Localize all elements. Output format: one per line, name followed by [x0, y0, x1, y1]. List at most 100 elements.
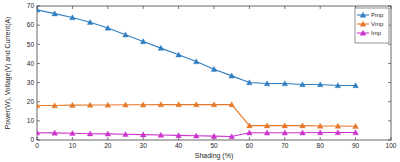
series-marker [282, 123, 288, 128]
x-tick-top [72, 6, 73, 9]
series-marker [87, 19, 93, 24]
series-marker [282, 81, 288, 86]
series-marker [229, 102, 235, 107]
series-marker [140, 132, 146, 137]
y-tick-label: 50 [27, 41, 35, 48]
plot-frame [37, 6, 391, 140]
y-tick-right [388, 120, 391, 121]
legend-label: Pmp [371, 12, 384, 18]
series-marker [70, 102, 76, 107]
series-marker [317, 123, 323, 128]
series-marker [300, 123, 306, 128]
series-marker [229, 73, 235, 78]
series-marker [317, 82, 323, 87]
x-tick-label: 40 [175, 142, 183, 149]
y-tick-label: 70 [27, 2, 35, 9]
series-marker [194, 102, 200, 107]
legend-box [355, 8, 389, 43]
series-marker [264, 81, 270, 86]
series-marker [317, 130, 323, 135]
x-tick-top [178, 6, 179, 9]
x-tick-label: 70 [281, 142, 289, 149]
x-tick [320, 137, 321, 140]
y-tick [37, 44, 40, 45]
plot-area [37, 6, 391, 140]
x-tick-top [284, 6, 285, 9]
x-tick-top [249, 6, 250, 9]
series-marker [335, 130, 341, 135]
series-marker [353, 83, 359, 88]
y-tick-right [388, 82, 391, 83]
series-marker [247, 123, 253, 128]
legend-label: Imp [371, 30, 382, 36]
x-tick-label: 50 [210, 142, 218, 149]
y-tick-label: 20 [27, 98, 35, 105]
series-marker [211, 66, 217, 71]
series-marker [37, 130, 40, 135]
x-tick [249, 137, 250, 140]
x-tick-top [320, 6, 321, 9]
series-marker [194, 133, 200, 138]
y-tick [37, 101, 40, 102]
x-tick [143, 137, 144, 140]
x-tick-label: 0 [35, 142, 39, 149]
series-marker [247, 80, 253, 85]
x-tick-label: 80 [317, 142, 325, 149]
x-tick-label: 10 [69, 142, 77, 149]
series-marker [176, 133, 182, 138]
x-tick-label: 20 [104, 142, 112, 149]
chart: 0102030405060708090100010203040506070Sha… [0, 0, 400, 162]
series-marker [264, 130, 270, 135]
series-marker [37, 7, 40, 12]
series-marker [176, 52, 182, 57]
series-marker [140, 102, 146, 107]
x-tick [107, 137, 108, 140]
series-marker [105, 25, 111, 30]
series-marker [176, 102, 182, 107]
series-marker [123, 131, 129, 136]
series-marker [70, 131, 76, 136]
y-tick-label: 40 [27, 60, 35, 67]
legend-marker [360, 12, 366, 17]
series-marker [87, 131, 93, 136]
series-marker [247, 130, 253, 135]
y-tick-label: 60 [27, 21, 35, 28]
series-line [37, 105, 356, 127]
series-marker [52, 103, 58, 108]
x-tick-top [214, 6, 215, 9]
y-tick-right [388, 44, 391, 45]
series-marker [335, 83, 341, 88]
x-tick-top [107, 6, 108, 9]
x-tick-label: 90 [352, 142, 360, 149]
series-marker [52, 11, 58, 16]
series-marker [194, 59, 200, 64]
legend-marker [360, 21, 366, 26]
x-tick [355, 137, 356, 140]
legend-marker [360, 30, 366, 35]
y-tick [37, 63, 40, 64]
series-marker [158, 45, 164, 50]
series-marker [300, 82, 306, 87]
series-marker [353, 130, 359, 135]
series-line [37, 10, 356, 86]
y-tick [37, 25, 40, 26]
series-marker [211, 133, 217, 138]
series-marker [140, 39, 146, 44]
series-marker [211, 102, 217, 107]
x-tick-top [143, 6, 144, 9]
x-axis-label: Shading (%) [195, 152, 234, 160]
y-tick-label: 30 [27, 79, 35, 86]
x-tick-label: 60 [246, 142, 254, 149]
series-marker [70, 15, 76, 20]
series-marker [158, 132, 164, 137]
series-marker [52, 130, 58, 135]
series-marker [37, 103, 40, 108]
series-marker [87, 102, 93, 107]
series-marker [229, 134, 235, 139]
series-marker [105, 102, 111, 107]
x-tick [284, 137, 285, 140]
y-tick-right [388, 101, 391, 102]
series-marker [353, 123, 359, 128]
series-marker [158, 102, 164, 107]
y-tick-right [388, 63, 391, 64]
